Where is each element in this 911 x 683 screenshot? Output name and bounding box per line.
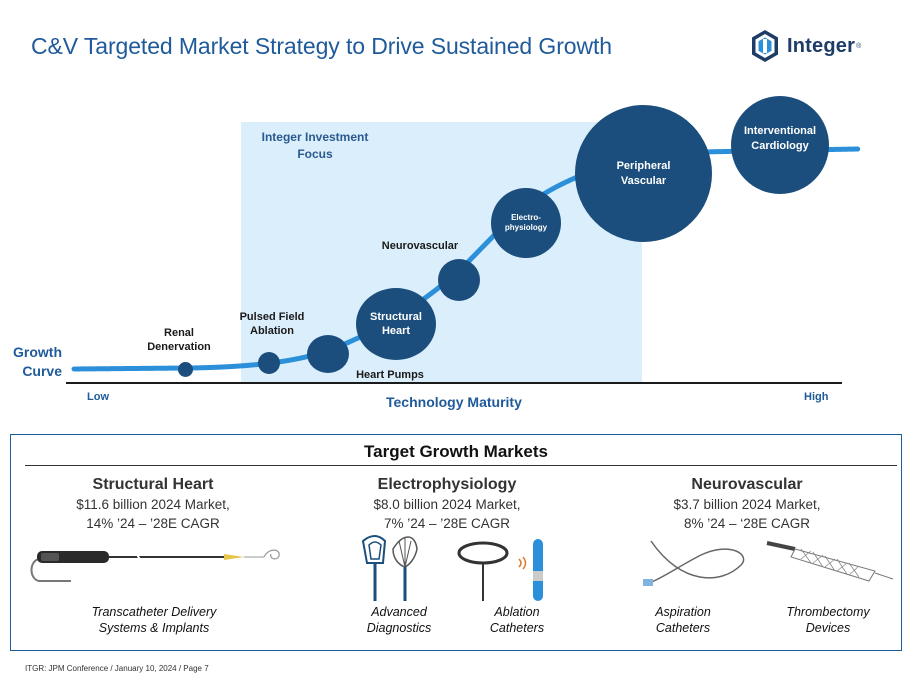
diagnostic-catheter-icon: [361, 535, 418, 601]
advanced-diagnostics-caption: Advanced Diagnostics: [366, 605, 432, 635]
logo-wordmark: Integer: [787, 34, 856, 57]
panel-divider: [25, 465, 897, 466]
thrombectomy-devices-caption: Thrombectomy Devices: [786, 605, 870, 635]
renal-denervation-dot: [178, 362, 193, 377]
target-markets-title: Target Growth Markets: [364, 442, 548, 461]
electrophysiology-bubble: Electro-physiology: [491, 188, 561, 258]
integer-logo: Integer ®: [750, 28, 880, 64]
renal-denervation-label: Renal Denervation: [147, 327, 211, 353]
page-title: C&V Targeted Market Strategy to Drive Su…: [31, 33, 612, 59]
maturity-axis: [66, 382, 842, 384]
investment-focus-label: Integer Investment Focus: [261, 130, 369, 161]
neurovascular-label: Neurovascular: [381, 240, 459, 252]
structural-heart-bubble: Structural Heart: [356, 288, 436, 360]
pulsed-field-ablation-dot: [258, 352, 280, 374]
axis-high-label: High: [804, 391, 829, 403]
ablation-catheters-caption: Ablation Catheters: [489, 605, 545, 635]
delivery-system-icon: [30, 549, 280, 582]
growth-curve-label: Growth Curve: [13, 344, 62, 379]
market-neurovascular: Neurovascular $3.7 billion 2024 Market, …: [673, 476, 821, 531]
logo-registered-mark: ®: [856, 42, 862, 50]
market-electrophysiology: Electrophysiology $8.0 billion 2024 Mark…: [373, 476, 521, 531]
aspiration-catheters-caption: Aspiration Catheters: [655, 605, 711, 635]
ablation-catheter-icon: [457, 539, 543, 601]
target-markets-panel: Target Growth Markets Structural Heart $…: [10, 434, 902, 651]
heart-pumps-label: Heart Pumps: [356, 369, 424, 381]
aspiration-catheter-icon: [643, 540, 745, 586]
market-structural-heart: Structural Heart $11.6 billion 2024 Mark…: [76, 476, 230, 531]
integer-hexagon-logo-icon: [752, 30, 778, 62]
thrombectomy-device-icon: [766, 541, 894, 582]
page-footer: ITGR: JPM Conference / January 10, 2024 …: [25, 664, 209, 673]
tdsi-caption: Transcatheter Delivery Systems & Implants: [91, 605, 217, 635]
technology-maturity-label: Technology Maturity: [386, 394, 522, 410]
interventional-cardiology-bubble: Interventional Cardiology: [731, 96, 829, 194]
peripheral-vascular-bubble: Peripheral Vascular: [575, 105, 712, 242]
neurovascular-dot: [438, 259, 480, 301]
pulsed-field-ablation-label: Pulsed Field Ablation: [239, 311, 305, 337]
heart-pumps-dot: [307, 335, 349, 373]
axis-low-label: Low: [87, 391, 109, 403]
